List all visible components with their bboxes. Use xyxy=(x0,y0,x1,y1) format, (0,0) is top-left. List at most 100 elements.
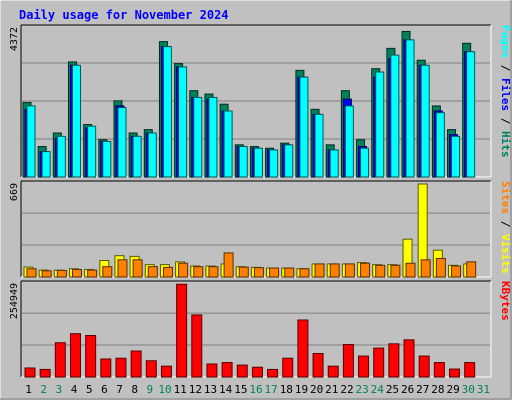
series-label-part: Pages xyxy=(499,25,512,58)
day-label-16: 16 xyxy=(249,383,262,396)
kbytes-bar-day-25 xyxy=(388,343,400,378)
sites-bar-day-17 xyxy=(269,267,280,278)
pages-bar-day-6 xyxy=(102,140,112,178)
sites-bar-day-6 xyxy=(102,266,113,278)
kbytes-bar-day-7 xyxy=(115,357,127,378)
kbytes-bar-day-5 xyxy=(85,335,97,378)
kbytes-bar-day-10 xyxy=(160,365,172,378)
pages-bar-day-22 xyxy=(344,105,354,178)
day-label-8: 8 xyxy=(131,383,138,396)
series-label-part: Visits xyxy=(499,234,512,274)
pages-bar-day-12 xyxy=(193,96,203,178)
day-label-11: 11 xyxy=(174,383,187,396)
day-label-10: 10 xyxy=(158,383,171,396)
day-label-14: 14 xyxy=(219,383,233,396)
day-label-1: 1 xyxy=(25,383,32,396)
sites-bar-day-27 xyxy=(420,259,431,278)
sites-bar-day-11 xyxy=(178,262,189,278)
kbytes-bar-day-17 xyxy=(267,368,279,378)
pages-bar-day-3 xyxy=(56,135,66,178)
day-label-21: 21 xyxy=(325,383,338,396)
day-label-19: 19 xyxy=(295,383,308,396)
sites-bar-day-8 xyxy=(132,259,143,278)
pages-bar-day-19 xyxy=(299,76,309,178)
day-label-13: 13 xyxy=(204,383,217,396)
sites-bar-day-25 xyxy=(390,264,401,278)
pages-bar-day-18 xyxy=(284,144,294,178)
day-label-3: 3 xyxy=(56,383,63,396)
sites-bar-day-29 xyxy=(451,265,462,278)
sites-bar-day-7 xyxy=(117,259,128,278)
day-label-22: 22 xyxy=(340,383,353,396)
sites-bar-day-15 xyxy=(238,266,249,278)
pages-bar-day-15 xyxy=(238,146,248,178)
series-label-part: Sites xyxy=(499,181,512,214)
kbytes-bar-day-20 xyxy=(312,353,324,378)
pages-bar-day-1 xyxy=(26,105,36,178)
kbytes-bar-day-8 xyxy=(130,350,142,378)
panel-3-ymax-label: 254949 xyxy=(9,283,20,319)
kbytes-bar-day-26 xyxy=(403,339,415,378)
panel-1-series-label: Pages / Files / Hits xyxy=(499,25,512,158)
day-label-15: 15 xyxy=(234,383,247,396)
kbytes-bar-day-14 xyxy=(221,362,233,378)
sites-bar-day-5 xyxy=(87,269,98,278)
pages-bar-day-9 xyxy=(147,132,157,178)
pages-bar-day-7 xyxy=(117,107,127,178)
sites-bar-day-14 xyxy=(223,252,234,278)
day-label-7: 7 xyxy=(116,383,123,396)
kbytes-bar-day-13 xyxy=(206,363,218,378)
sites-bar-day-2 xyxy=(41,270,52,278)
pages-bar-day-11 xyxy=(178,66,188,178)
sites-bar-day-19 xyxy=(299,268,310,278)
panel-2-ymax-label: 669 xyxy=(9,183,20,201)
pages-bar-day-10 xyxy=(162,46,172,178)
day-label-23: 23 xyxy=(356,383,369,396)
panel-2-series-label: Sites / Visits xyxy=(499,181,512,274)
kbytes-bar-day-2 xyxy=(39,368,51,378)
panel-3-series-label: KBytes xyxy=(499,281,512,321)
series-label-part: / xyxy=(499,58,512,78)
day-label-24: 24 xyxy=(371,383,385,396)
sites-bar-day-10 xyxy=(162,266,173,278)
sites-bar-day-30 xyxy=(466,261,477,278)
day-label-29: 29 xyxy=(446,383,459,396)
kbytes-bar-day-12 xyxy=(191,314,203,378)
kbytes-bar-day-27 xyxy=(418,355,430,378)
pages-bar-day-26 xyxy=(405,39,415,178)
series-label-part: KBytes xyxy=(499,281,512,321)
kbytes-bar-day-30 xyxy=(464,362,476,378)
day-label-6: 6 xyxy=(101,383,108,396)
pages-bar-day-17 xyxy=(269,149,279,178)
series-label-part: Files xyxy=(499,78,512,111)
kbytes-bar-day-23 xyxy=(358,355,370,378)
sites-bar-day-24 xyxy=(375,264,386,278)
day-label-4: 4 xyxy=(71,383,78,396)
day-label-2: 2 xyxy=(40,383,47,396)
kbytes-bar-day-24 xyxy=(373,347,385,378)
pages-bar-day-2 xyxy=(41,151,51,178)
pages-bar-day-16 xyxy=(253,147,263,178)
day-label-26: 26 xyxy=(401,383,414,396)
sites-bar-day-28 xyxy=(435,257,446,278)
kbytes-bar-day-22 xyxy=(342,344,354,378)
day-label-12: 12 xyxy=(189,383,202,396)
day-label-27: 27 xyxy=(416,383,429,396)
pages-bar-day-27 xyxy=(420,64,430,178)
sites-bar-day-9 xyxy=(147,266,158,278)
day-label-28: 28 xyxy=(431,383,444,396)
sites-bar-day-1 xyxy=(26,268,37,278)
day-label-5: 5 xyxy=(86,383,93,396)
sites-bar-day-21 xyxy=(329,263,340,278)
sites-bar-day-12 xyxy=(193,266,204,278)
day-label-31: 31 xyxy=(477,383,490,396)
kbytes-bar-day-28 xyxy=(433,362,445,378)
sites-bar-day-20 xyxy=(314,263,325,278)
series-label-part: / xyxy=(499,214,512,234)
pages-bar-day-4 xyxy=(71,64,81,178)
kbytes-bar-day-29 xyxy=(449,368,461,378)
sites-bar-day-16 xyxy=(253,267,264,278)
kbytes-bar-day-6 xyxy=(100,358,112,378)
sites-bar-day-23 xyxy=(360,262,371,278)
